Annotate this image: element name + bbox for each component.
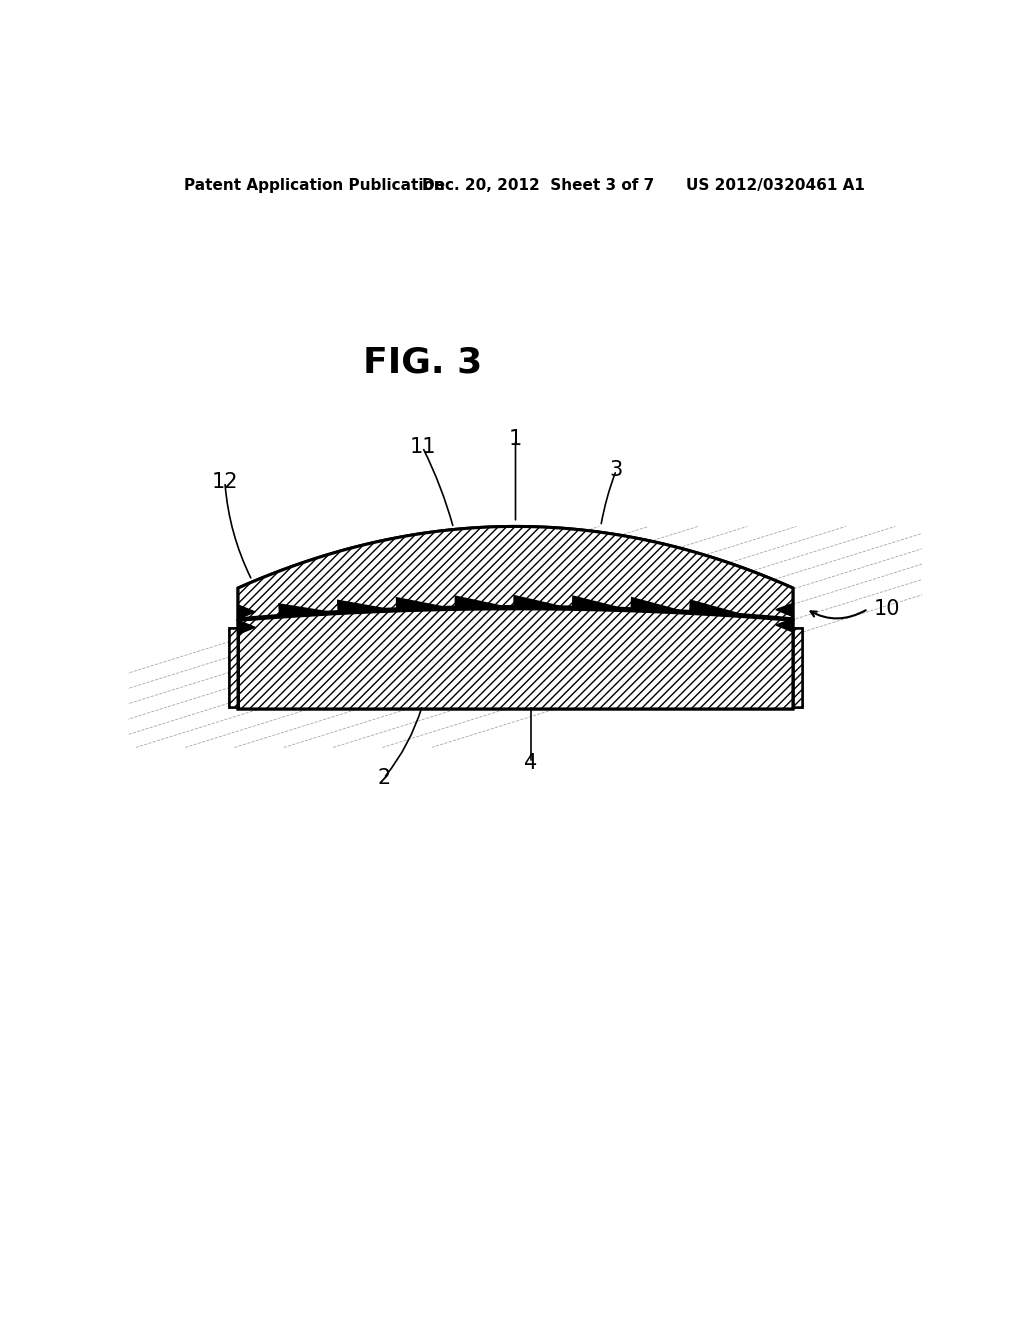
Polygon shape xyxy=(572,597,631,611)
Text: 12: 12 xyxy=(212,471,239,492)
Polygon shape xyxy=(238,620,255,635)
Polygon shape xyxy=(280,605,339,618)
Text: 3: 3 xyxy=(609,461,623,480)
Polygon shape xyxy=(238,609,793,709)
Text: 4: 4 xyxy=(524,752,538,772)
Polygon shape xyxy=(631,598,690,614)
Polygon shape xyxy=(338,601,397,614)
Text: 1: 1 xyxy=(509,429,522,449)
Polygon shape xyxy=(396,598,456,611)
Polygon shape xyxy=(514,595,572,610)
Polygon shape xyxy=(228,628,238,708)
Polygon shape xyxy=(793,628,802,708)
Polygon shape xyxy=(238,527,793,619)
Polygon shape xyxy=(238,605,255,619)
Polygon shape xyxy=(776,619,793,632)
Polygon shape xyxy=(238,609,793,709)
Text: 10: 10 xyxy=(873,599,900,619)
Text: US 2012/0320461 A1: US 2012/0320461 A1 xyxy=(686,178,865,193)
Text: 11: 11 xyxy=(410,437,436,457)
Text: FIG. 3: FIG. 3 xyxy=(362,346,482,379)
Polygon shape xyxy=(456,597,514,610)
Polygon shape xyxy=(238,527,793,619)
Text: 2: 2 xyxy=(377,768,390,788)
Text: Patent Application Publication: Patent Application Publication xyxy=(183,178,444,193)
Polygon shape xyxy=(690,601,752,618)
Polygon shape xyxy=(228,628,238,708)
Polygon shape xyxy=(776,603,793,616)
Polygon shape xyxy=(793,628,802,708)
Text: Dec. 20, 2012  Sheet 3 of 7: Dec. 20, 2012 Sheet 3 of 7 xyxy=(423,178,654,193)
